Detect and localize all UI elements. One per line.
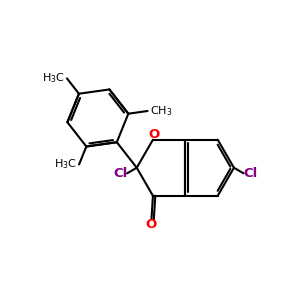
Text: O: O xyxy=(145,218,157,231)
Text: Cl: Cl xyxy=(113,167,128,180)
Text: H$_3$C: H$_3$C xyxy=(42,71,64,85)
Text: H$_3$C: H$_3$C xyxy=(54,158,77,171)
Text: Cl: Cl xyxy=(243,167,257,180)
Text: CH$_3$: CH$_3$ xyxy=(150,104,172,118)
Text: O: O xyxy=(148,128,159,141)
